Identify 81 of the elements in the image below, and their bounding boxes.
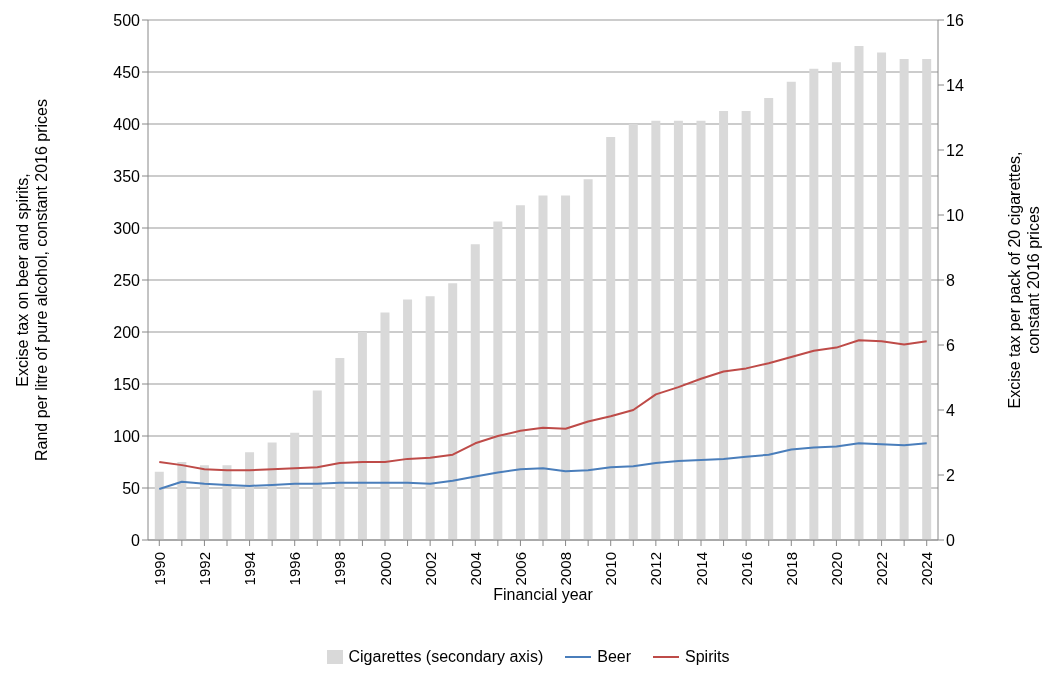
- x-tick-label: 2004: [466, 552, 484, 586]
- y2-tick-label: 4: [946, 401, 955, 419]
- bar: [922, 59, 932, 540]
- legend-label: Cigarettes (secondary axis): [348, 648, 544, 666]
- bar: [312, 390, 322, 540]
- line-series: [158, 339, 928, 472]
- bar: [335, 358, 345, 540]
- legend-label: Spirits: [685, 648, 730, 666]
- bar: [177, 462, 187, 540]
- bar: [245, 452, 255, 540]
- bar: [470, 244, 480, 540]
- y-tick-label: 300: [113, 219, 141, 237]
- bar: [222, 465, 232, 540]
- y-tick-label: 200: [113, 323, 141, 341]
- bar: [515, 205, 525, 540]
- x-tick-label: 2016: [737, 552, 755, 586]
- bar: [764, 98, 774, 540]
- bar: [199, 465, 209, 540]
- bar: [154, 471, 164, 540]
- y-tick-label: 500: [113, 11, 141, 29]
- bar: [403, 299, 413, 540]
- line-series: [158, 442, 928, 491]
- bar: [831, 62, 841, 540]
- bar: [854, 46, 864, 540]
- y2-tick-label: 12: [946, 141, 964, 159]
- y-tick-label: 400: [113, 115, 141, 133]
- bar: [809, 68, 819, 540]
- x-tick-label: 1998: [331, 552, 349, 586]
- x-tick-label: 2024: [918, 552, 936, 586]
- bar: [628, 124, 638, 540]
- x-tick-label: 2000: [376, 552, 394, 586]
- y2-tick-label: 2: [946, 466, 955, 484]
- y-tick-label: 0: [131, 531, 141, 549]
- bar: [696, 120, 706, 540]
- y2-tick-label: 0: [946, 531, 955, 549]
- x-tick-label: 2010: [602, 552, 620, 586]
- x-axis-title: Financial year: [493, 586, 594, 603]
- bar: [493, 221, 503, 540]
- bar: [380, 312, 390, 540]
- bar: [538, 195, 548, 540]
- bar: [561, 195, 571, 540]
- y-axis-title: Excise tax on beer and spirits, Rand per litre of pure alcohol, constant 2016 prices: [13, 99, 50, 461]
- x-tick-label: 2022: [873, 552, 891, 586]
- x-tick-label: 2020: [827, 552, 845, 586]
- bar: [651, 120, 661, 540]
- bar: [673, 120, 683, 540]
- x-tick-label: 2008: [557, 552, 575, 586]
- bar: [357, 332, 367, 540]
- y2-tick-label: 16: [946, 11, 964, 29]
- y2-axis-title: Excise tax per pack of 20 cigarettes, constant 2016 prices: [1005, 151, 1042, 409]
- x-tick-label: 1996: [286, 552, 304, 586]
- bar: [290, 432, 300, 540]
- bar: [583, 179, 593, 540]
- y-tick-label: 100: [113, 427, 141, 445]
- y-tick-label: 150: [113, 375, 141, 393]
- bar: [606, 137, 616, 540]
- x-tick-label: 1990: [150, 552, 168, 586]
- x-tick-label: 2014: [692, 552, 710, 586]
- y-tick-label: 250: [113, 271, 141, 289]
- x-tick-label: 2012: [647, 552, 665, 586]
- y2-tick-label: 8: [946, 271, 955, 289]
- bar: [786, 81, 796, 540]
- bar: [719, 111, 729, 540]
- bar: [899, 59, 909, 540]
- bar: [741, 111, 751, 540]
- y-tick-label: 50: [122, 479, 141, 497]
- bar: [877, 52, 887, 540]
- x-tick-label: 1992: [195, 552, 213, 586]
- y2-tick-label: 6: [946, 336, 955, 354]
- x-tick-label: 2002: [421, 552, 439, 586]
- x-tick-label: 1994: [241, 552, 259, 586]
- y2-tick-label: 14: [946, 76, 964, 94]
- y2-tick-label: 10: [946, 206, 964, 224]
- bar: [448, 283, 458, 540]
- x-tick-label: 2006: [511, 552, 529, 586]
- y-tick-label: 450: [113, 63, 141, 81]
- y-tick-label: 350: [113, 167, 141, 185]
- bar: [425, 296, 435, 540]
- x-tick-label: 2018: [782, 552, 800, 586]
- legend-label: Beer: [597, 648, 632, 666]
- bar: [267, 442, 277, 540]
